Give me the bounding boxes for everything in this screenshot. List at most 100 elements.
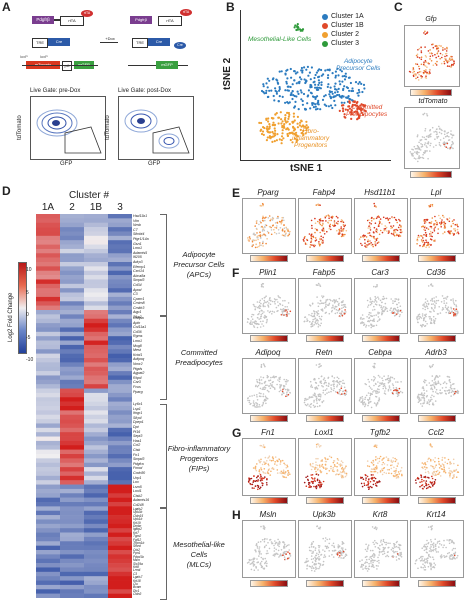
- cell-point: [253, 304, 255, 306]
- cell-point: [451, 549, 454, 551]
- cell-point: [329, 298, 331, 301]
- legend-dot-icon: [322, 13, 328, 20]
- heatmap-cell: [84, 327, 108, 333]
- cell-point: [371, 478, 373, 480]
- cell-point: [373, 378, 376, 381]
- cell-point: [450, 385, 452, 387]
- cell-point: [370, 242, 372, 244]
- cell-point: [384, 227, 387, 230]
- heatmap-cell: [60, 515, 84, 520]
- cell-point: [453, 390, 456, 393]
- cell-point: [324, 540, 327, 542]
- cell-point: [342, 110, 345, 113]
- heatmap-cell: [108, 502, 132, 507]
- cell-point: [388, 385, 391, 387]
- cell-point: [256, 476, 258, 479]
- cell-point: [293, 26, 296, 29]
- cell-point: [372, 309, 374, 311]
- cell-point: [444, 304, 447, 307]
- cell-point: [426, 146, 428, 149]
- cell-point: [279, 463, 282, 465]
- cell-point: [430, 567, 432, 569]
- cell-point: [320, 238, 322, 240]
- cell-point: [398, 235, 400, 238]
- cell-point: [369, 549, 372, 552]
- heatmap-cell: [108, 275, 132, 280]
- cell-point: [388, 387, 391, 389]
- cell-point: [437, 540, 439, 543]
- cell-point: [341, 393, 343, 395]
- cell-point: [381, 308, 383, 311]
- cell-point: [389, 380, 391, 383]
- cell-point: [393, 378, 396, 380]
- cell-point: [387, 375, 390, 377]
- cell-point: [279, 472, 281, 474]
- cell-point: [424, 306, 427, 308]
- gene-name: Msln: [133, 558, 140, 563]
- cell-point: [268, 464, 270, 467]
- cell-point: [277, 379, 279, 381]
- cell-point: [434, 473, 437, 475]
- cell-point: [377, 462, 379, 464]
- cell-point: [373, 324, 375, 327]
- cell-point: [374, 466, 377, 469]
- cell-point: [370, 220, 373, 222]
- cell-point: [263, 311, 265, 313]
- cell-point: [276, 221, 279, 224]
- cell-point: [381, 463, 383, 466]
- cell-point: [285, 388, 287, 391]
- group-label-mlc: Mesothelial-like Cells (MLCs): [168, 540, 230, 570]
- heatmap-cell: [60, 349, 84, 354]
- cell-point: [389, 217, 391, 220]
- colorscale: [306, 335, 344, 342]
- panel-label-h: H: [232, 508, 241, 522]
- cell-point: [304, 403, 307, 406]
- cell-point: [454, 547, 456, 550]
- cell-point: [374, 470, 377, 473]
- cell-point: [384, 306, 387, 309]
- cell-point: [269, 459, 271, 461]
- cell-point: [259, 231, 261, 233]
- heatmap-cell: [36, 301, 60, 306]
- cell-point: [336, 391, 339, 394]
- cell-point: [248, 401, 251, 404]
- cell-point: [256, 301, 259, 303]
- tsne-gfp: [404, 25, 460, 87]
- cell-point: [331, 92, 334, 95]
- gene-name: Ptgr1/14a: [133, 236, 149, 241]
- heatmap-cell: [84, 515, 108, 520]
- cell-point: [317, 79, 320, 82]
- cell-point: [325, 381, 327, 384]
- group-label-line: Precursor Cells: [173, 260, 225, 269]
- cell-point: [450, 395, 452, 397]
- cell-point: [255, 227, 258, 230]
- cell-point: [346, 96, 349, 99]
- cell-point: [383, 552, 386, 555]
- cell-point: [333, 550, 335, 552]
- cell-point: [368, 222, 371, 224]
- cell-point: [273, 550, 276, 552]
- cell-point: [431, 398, 433, 401]
- cell-point: [423, 486, 426, 488]
- panel-c-gene-gfp: Gfp: [425, 16, 437, 23]
- cell-point: [395, 559, 398, 561]
- cell-point: [336, 300, 339, 303]
- heatmap-cell: [108, 253, 132, 258]
- cell-point: [375, 228, 378, 230]
- cell-point: [306, 102, 309, 105]
- cell-point: [429, 486, 432, 488]
- cell-point: [430, 319, 433, 321]
- cell-point: [368, 397, 371, 399]
- heatmap-cell: [36, 427, 60, 433]
- cell-point: [360, 103, 363, 106]
- cell-point: [427, 476, 429, 479]
- cell-point: [278, 543, 281, 545]
- cell-point: [423, 226, 426, 229]
- cell-point: [305, 79, 308, 83]
- cell-point: [434, 545, 437, 548]
- cell-point: [428, 550, 431, 552]
- cell-point: [313, 244, 316, 246]
- cell-point: [260, 132, 264, 136]
- heatmap-cell: [36, 449, 60, 455]
- cell-point: [419, 139, 422, 142]
